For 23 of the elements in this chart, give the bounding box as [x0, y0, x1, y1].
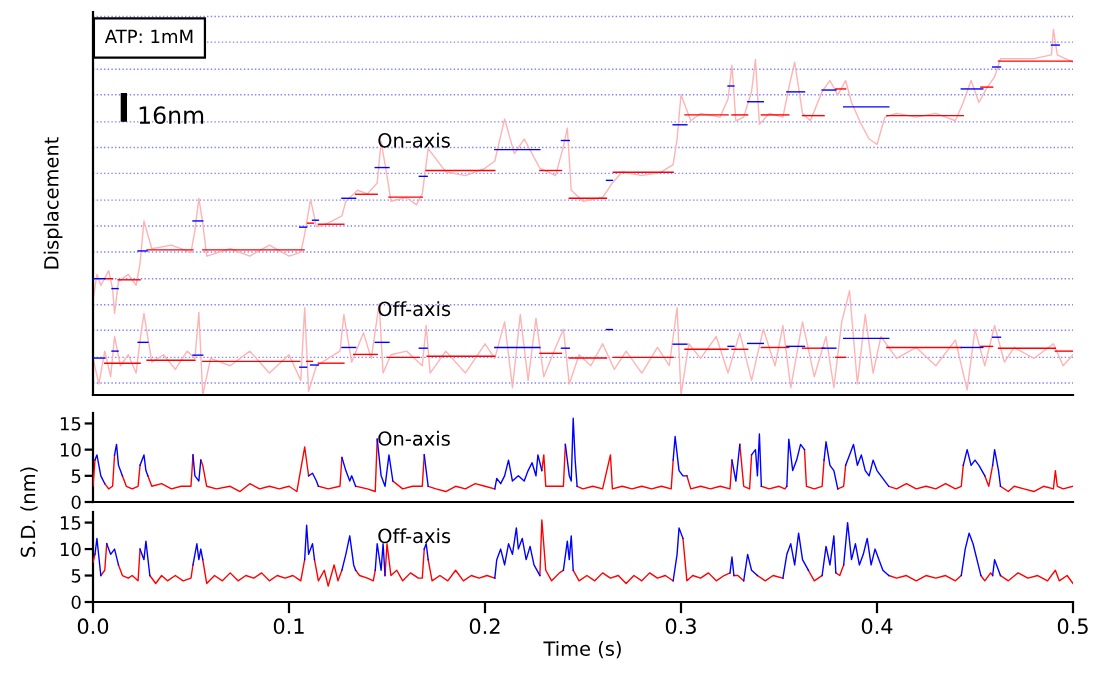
y-axis-title: S.D. (nm) [20, 467, 38, 557]
annotation: On-axis [378, 132, 450, 148]
y-tick-label: 5 [71, 569, 81, 583]
y-axis-title: Displacement [43, 137, 63, 269]
annotation: On-axis [378, 430, 450, 446]
annotation: Off-axis [378, 301, 451, 317]
y-tick-label: 0 [71, 595, 81, 610]
x-axis-title: Time (s) [543, 640, 621, 659]
y-tick-label: 0 [71, 495, 81, 510]
annotation: Off-axis [378, 528, 451, 544]
x-tick-label: 0.5 [1057, 618, 1088, 635]
y-tick-label: 10 [60, 443, 81, 457]
annotation: 16nm [139, 106, 204, 125]
x-tick-label: 0.0 [77, 618, 109, 635]
y-tick-label: 5 [71, 469, 81, 483]
x-tick-label: 0.1 [273, 618, 304, 635]
x-tick-label: 0.2 [469, 618, 500, 635]
y-tick-label: 10 [60, 542, 81, 557]
x-tick-label: 0.3 [665, 618, 696, 635]
y-tick-label: 15 [60, 417, 81, 431]
x-tick-label: 0.4 [861, 618, 893, 635]
annotation: ATP: 1mM [104, 29, 193, 43]
y-tick-label: 15 [60, 516, 81, 530]
